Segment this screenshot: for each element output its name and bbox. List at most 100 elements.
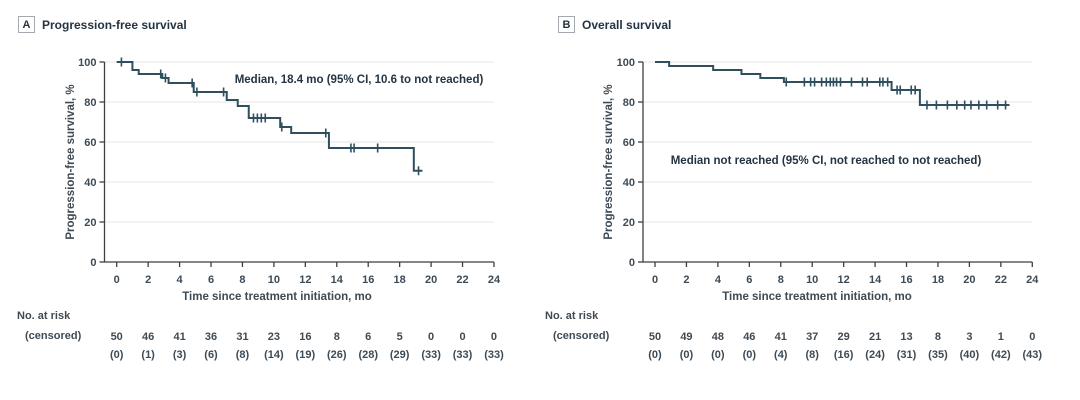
- panel-a-risk-label: No. at risk: [17, 310, 71, 322]
- svg-text:100: 100: [78, 57, 96, 69]
- censor-ticks-b: [785, 77, 1007, 110]
- censored-count: (6): [204, 349, 218, 361]
- censored-count: (40): [960, 349, 980, 361]
- at-risk-count: 0: [491, 331, 497, 343]
- at-risk-count: 29: [838, 331, 850, 343]
- svg-text:20: 20: [963, 274, 975, 286]
- censored-count: (33): [421, 349, 441, 361]
- censored-count: (31): [897, 349, 917, 361]
- svg-text:18: 18: [394, 274, 406, 286]
- censored-count: (8): [236, 349, 250, 361]
- svg-text:20: 20: [425, 274, 437, 286]
- axis-ticks-b: [638, 61, 1033, 267]
- at-risk-count: 31: [236, 331, 248, 343]
- censored-count: (3): [173, 349, 187, 361]
- censored-count: (19): [296, 349, 316, 361]
- panel-a-header: A Progression-free survival: [18, 16, 187, 33]
- panel-a-y-axis-title: Progression-free survival, %: [65, 84, 77, 240]
- at-risk-count: 36: [205, 331, 217, 343]
- at-risk-count: 48: [712, 331, 724, 343]
- svg-text:6: 6: [746, 274, 752, 286]
- at-risk-count: 1: [998, 331, 1004, 343]
- censored-count: (26): [327, 349, 347, 361]
- svg-text:80: 80: [623, 97, 635, 109]
- censored-count: (29): [390, 349, 410, 361]
- svg-text:80: 80: [84, 97, 96, 109]
- svg-text:40: 40: [84, 177, 96, 189]
- svg-text:12: 12: [299, 274, 311, 286]
- panel-b-title: Overall survival: [582, 17, 672, 32]
- panel-a-x-axis-title: Time since treatment initiation, mo: [182, 291, 372, 303]
- km-curve-b: [655, 61, 1010, 106]
- at-risk-count: 13: [900, 331, 912, 343]
- censored-count: (33): [453, 349, 473, 361]
- at-risk-count: 41: [775, 331, 787, 343]
- at-risk-count: 23: [268, 331, 280, 343]
- censored-count: (35): [928, 349, 948, 361]
- at-risk-count: 0: [428, 331, 434, 343]
- censored-count: (0): [110, 349, 124, 361]
- svg-text:10: 10: [806, 274, 818, 286]
- panel-b-censored-label: (censored): [553, 330, 610, 342]
- panel-b-median-annotation: Median not reached (95% CI, not reached …: [670, 155, 982, 167]
- gridlines-b: [643, 61, 1033, 223]
- at-risk-count: 16: [299, 331, 311, 343]
- svg-text:14: 14: [869, 274, 882, 286]
- at-risk-count: 0: [459, 331, 465, 343]
- at-risk-count: 41: [173, 331, 185, 343]
- at-risk-count: 5: [397, 331, 403, 343]
- svg-text:14: 14: [331, 274, 344, 286]
- at-risk-count: 8: [334, 331, 340, 343]
- at-risk-count: 37: [806, 331, 818, 343]
- panel-a-title: Progression-free survival: [42, 17, 187, 32]
- panel-a-label-box: A: [18, 16, 35, 33]
- svg-text:12: 12: [838, 274, 850, 286]
- censored-count: (4): [774, 349, 788, 361]
- svg-text:20: 20: [623, 217, 635, 229]
- risk-table-numbers-a: 50(0)46(1)41(3)36(6)31(8)23(14)16(19)8(2…: [110, 331, 504, 361]
- svg-text:8: 8: [239, 274, 245, 286]
- censored-count: (28): [358, 349, 378, 361]
- svg-text:24: 24: [1026, 274, 1039, 286]
- censored-count: (1): [141, 349, 155, 361]
- at-risk-count: 0: [1029, 331, 1035, 343]
- censored-count: (0): [648, 349, 662, 361]
- axis-ticks-a: [99, 61, 495, 267]
- svg-text:2: 2: [145, 274, 151, 286]
- risk-table-numbers-b: 50 (0) 49 (0) 48 (0) 46 (0) 41 (4) 37 (8) 29 (16) 21 (2…: [648, 331, 1042, 361]
- censored-count: (0): [680, 349, 694, 361]
- svg-text:60: 60: [623, 137, 635, 149]
- panel-b-x-axis-title: Time since treatment initiation, mo: [722, 291, 912, 303]
- at-risk-count: 8: [935, 331, 941, 343]
- censored-count: (14): [264, 349, 284, 361]
- censored-count: (0): [743, 349, 757, 361]
- svg-text:40: 40: [623, 177, 635, 189]
- svg-text:22: 22: [995, 274, 1007, 286]
- svg-text:16: 16: [900, 274, 912, 286]
- panel-b-risk-label: No. at risk: [545, 310, 599, 322]
- censored-count: (16): [834, 349, 854, 361]
- at-risk-count: 3: [966, 331, 972, 343]
- censored-count: (24): [865, 349, 885, 361]
- censor-ticks-a: [120, 57, 420, 176]
- svg-text:60: 60: [84, 137, 96, 149]
- svg-text:0: 0: [652, 274, 658, 286]
- svg-text:0: 0: [114, 274, 120, 286]
- svg-text:2: 2: [683, 274, 689, 286]
- svg-text:100: 100: [617, 57, 635, 69]
- svg-text:0: 0: [90, 257, 96, 269]
- panel-b-y-axis-title: Progression-free survival, %: [603, 84, 615, 240]
- at-risk-count: 49: [680, 331, 692, 343]
- svg-text:4: 4: [715, 274, 722, 286]
- svg-text:16: 16: [362, 274, 374, 286]
- svg-text:18: 18: [932, 274, 944, 286]
- panel-b-label-box: B: [558, 16, 575, 33]
- svg-text:10: 10: [268, 274, 280, 286]
- at-risk-count: 50: [649, 331, 661, 343]
- svg-text:6: 6: [208, 274, 214, 286]
